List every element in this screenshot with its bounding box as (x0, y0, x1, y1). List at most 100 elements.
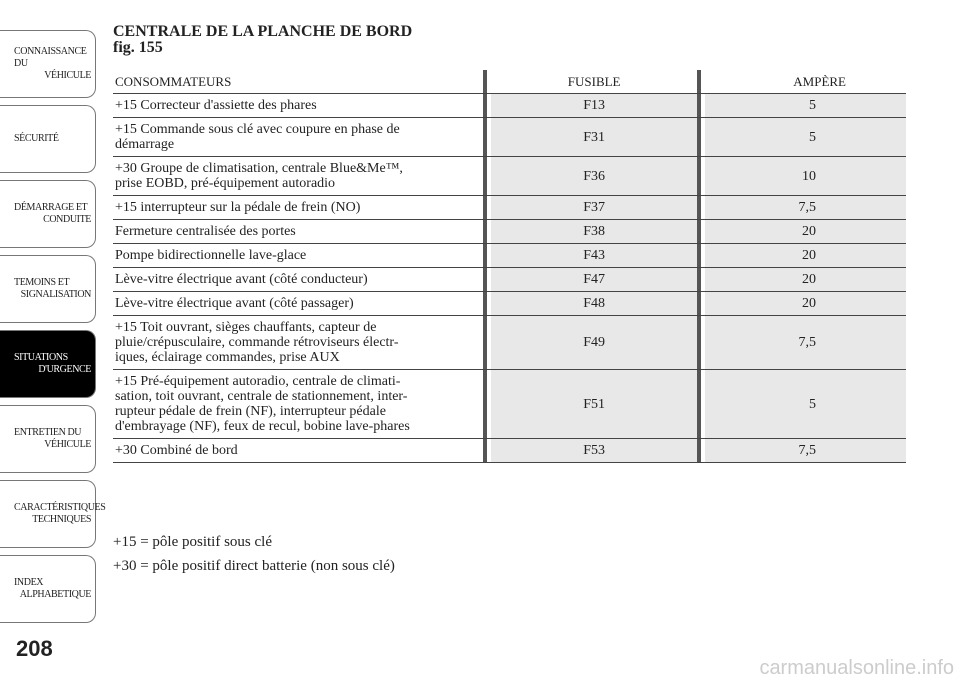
consumer-line: Pompe bidirectionnelle lave-glace (115, 248, 307, 263)
consumer-cell: Fermeture centralisée des portes (113, 220, 483, 243)
nav-tab[interactable]: SITUATIONS D'URGENCE (0, 330, 96, 398)
fuse-cell: F37 (483, 196, 698, 219)
consumer-cell: Pompe bidirectionnelle lave-glace (113, 244, 483, 267)
ampere-value: 20 (705, 244, 906, 267)
figure-ref: fig. 155 (113, 39, 163, 56)
fuse-cell: F13 (483, 94, 698, 117)
consumer-line: +15 Commande sous clé avec coupure en ph… (115, 122, 400, 137)
ampere-value: 7,5 (705, 439, 906, 462)
table-row: +15 Correcteur d'assiette des phares F13 5 (113, 94, 906, 118)
fuse-cell: F47 (483, 268, 698, 291)
ampere-cell: 20 (697, 292, 906, 315)
consumer-line: +30 Groupe de climatisation, centrale Bl… (115, 161, 403, 176)
ampere-cell: 7,5 (697, 196, 906, 219)
table-row: +15 Pré-équipement autoradio, centrale d… (113, 370, 906, 439)
nav-tab-label: TECHNIQUES (32, 514, 91, 525)
fuse-cell: F49 (483, 316, 698, 369)
consumer-cell: +15 interrupteur sur la pédale de frein … (113, 196, 483, 219)
nav-tab-label: DÉMARRAGE ET (14, 202, 88, 213)
nav-tab-label: CARACTÉRISTIQUES (14, 502, 106, 513)
table-row: Lève-vitre électrique avant (côté passag… (113, 292, 906, 316)
fuse-cell: F36 (483, 157, 698, 195)
nav-tab-label: SIGNALISATION (20, 289, 92, 300)
table-header: CONSOMMATEURS FUSIBLE AMPÈRE (113, 70, 906, 94)
nav-tab[interactable]: ENTRETIEN DU VÉHICULE (0, 405, 96, 473)
ampere-cell: 5 (697, 370, 906, 438)
nav-tab[interactable]: SÉCURITÉ (0, 105, 96, 173)
consumer-cell: +15 Commande sous clé avec coupure en ph… (113, 118, 483, 156)
ampere-value: 7,5 (705, 316, 906, 369)
ampere-value: 5 (705, 370, 906, 438)
nav-tab-label: ALPHABETIQUE (19, 589, 92, 600)
consumer-cell: +15 Correcteur d'assiette des phares (113, 94, 483, 117)
consumer-cell: Lève-vitre électrique avant (côté conduc… (113, 268, 483, 291)
nav-tab[interactable]: INDEX ALPHABETIQUE (0, 555, 96, 623)
fuse-cell: F31 (483, 118, 698, 156)
header-cell: FUSIBLE (483, 70, 697, 93)
table-row: +15 Toit ouvrant, sièges chauffants, cap… (113, 316, 906, 370)
consumer-line: Fermeture centralisée des portes (115, 224, 296, 239)
fuse-value: F47 (491, 268, 698, 291)
nav-tab-label: ENTRETIEN DU (14, 427, 82, 438)
note: +15 = pôle positif sous clé (113, 534, 272, 550)
title: CENTRALE DE LA PLANCHE DE BORD (113, 23, 413, 40)
fuse-cell: F48 (483, 292, 698, 315)
nav-tab-label: CONNAISSANCE DU (14, 46, 87, 69)
ampere-cell: 5 (697, 94, 906, 117)
ampere-cell: 20 (697, 244, 906, 267)
nav-tab-label: TEMOINS ET (14, 277, 70, 288)
consumer-line: Lève-vitre électrique avant (côté passag… (115, 296, 354, 311)
nav-tab-label: D'URGENCE (38, 364, 91, 375)
consumer-line: rupteur pédale de frein (NF), interrupte… (115, 404, 386, 419)
ampere-cell: 7,5 (697, 439, 906, 462)
fuse-value: F48 (491, 292, 698, 315)
fuse-value: F31 (491, 118, 698, 156)
nav-tab-label: SÉCURITÉ (14, 133, 59, 144)
ampere-value: 5 (705, 94, 906, 117)
table-row: +15 Commande sous clé avec coupure en ph… (113, 118, 906, 157)
consumer-line: +30 Combiné de bord (115, 443, 238, 458)
ampere-cell: 7,5 (697, 316, 906, 369)
consumer-line: d'embrayage (NF), feux de recul, bobine … (115, 419, 410, 434)
table-row: Fermeture centralisée des portes F38 20 (113, 220, 906, 244)
consumer-line: +15 Pré-équipement autoradio, centrale d… (115, 374, 401, 389)
consumer-line: sation, toit ouvrant, centrale de statio… (115, 389, 408, 404)
table-row: +30 Combiné de bord F53 7,5 (113, 439, 906, 463)
nav-tab-label: VÉHICULE (44, 70, 91, 81)
fuse-table: CONSOMMATEURS FUSIBLE AMPÈRE +15 Correcteur… (113, 70, 906, 463)
note: +30 = pôle positif direct batterie (non … (113, 558, 395, 574)
table-row: Pompe bidirectionnelle lave-glace F43 20 (113, 244, 906, 268)
ampere-cell: 20 (697, 268, 906, 291)
fuse-value: F53 (491, 439, 698, 462)
header-cell: CONSOMMATEURS (115, 74, 232, 89)
fuse-cell: F51 (483, 370, 698, 438)
fuse-cell: F38 (483, 220, 698, 243)
fuse-cell: F43 (483, 244, 698, 267)
ampere-cell: 20 (697, 220, 906, 243)
consumer-line: +15 Correcteur d'assiette des phares (115, 98, 317, 113)
consumer-cell: +15 Toit ouvrant, sièges chauffants, cap… (113, 316, 483, 369)
header-label: FUSIBLE (567, 74, 621, 89)
fuse-value: F38 (491, 220, 698, 243)
ampere-value: 20 (705, 268, 906, 291)
header: CENTRALE DE LA PLANCHE DE BORD fig. 155 (113, 24, 412, 56)
nav-tab[interactable]: CARACTÉRISTIQUES TECHNIQUES (0, 480, 106, 548)
nav-tab[interactable]: CONNAISSANCE DU VÉHICULE (0, 30, 96, 98)
nav-tab[interactable]: TEMOINS ET SIGNALISATION (0, 255, 96, 323)
consumer-line: +15 Toit ouvrant, sièges chauffants, cap… (115, 320, 377, 335)
consumer-line: iques, éclairage commandes, prise AUX (115, 350, 340, 365)
consumer-cell: +30 Groupe de climatisation, centrale Bl… (113, 157, 483, 195)
fuse-cell: F53 (483, 439, 698, 462)
ampere-cell: 10 (697, 157, 906, 195)
consumer-cell: +15 Pré-équipement autoradio, centrale d… (113, 370, 483, 438)
nav-tab-label: INDEX (14, 577, 44, 588)
fuse-value: F49 (491, 316, 698, 369)
fuse-value: F43 (491, 244, 698, 267)
nav-tab-label: CONDUITE (43, 214, 91, 225)
nav-tab[interactable]: DÉMARRAGE ET CONDUITE (0, 180, 96, 248)
consumer-cell: +30 Combiné de bord (113, 439, 483, 462)
nav-tab-label: SITUATIONS (14, 352, 68, 363)
watermark: carmanualsonline.info (759, 657, 954, 679)
consumer-line: +15 interrupteur sur la pédale de frein … (115, 200, 361, 215)
